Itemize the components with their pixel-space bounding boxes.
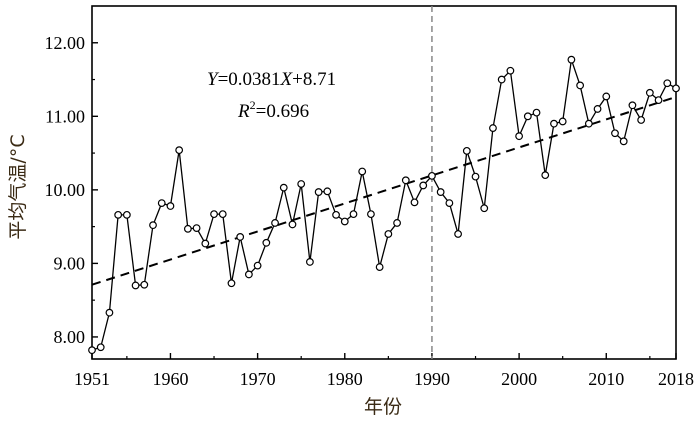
data-point: [541, 171, 550, 180]
data-point: [576, 81, 585, 90]
data-point: [462, 146, 471, 155]
data-point: [323, 187, 332, 196]
data-point: [218, 210, 227, 219]
plot-area: 1951 1960 1970 1980 1990 2000 2010 2018 8.00 9.00…: [45, 5, 694, 389]
eq-y-symbol: Y: [207, 69, 220, 90]
r2-superscript: 2: [250, 98, 256, 112]
data-point: [584, 119, 593, 128]
data-point: [149, 221, 157, 230]
eq-slope: =0.0381: [218, 69, 281, 90]
data-point: [436, 188, 445, 196]
data-point: [332, 210, 340, 219]
data-point: [271, 219, 279, 227]
data-point: [349, 210, 358, 219]
data-point: [88, 346, 96, 355]
x-tick-label: 1970: [240, 369, 276, 389]
data-point: [314, 188, 323, 196]
x-tick-label: 2010: [588, 369, 624, 389]
svg-text:R2=0.696: R2=0.696: [237, 98, 309, 122]
data-point: [454, 230, 462, 238]
y-tick-label: 11.00: [45, 106, 85, 126]
data-point: [602, 92, 611, 101]
data-point: [96, 343, 105, 352]
y-axis-title: 平均气温/°C: [7, 134, 29, 239]
data-point: [244, 270, 253, 279]
data-point: [628, 101, 637, 110]
y-tick-label: 8.00: [54, 327, 86, 347]
data-point: [306, 258, 314, 266]
data-point: [515, 132, 524, 141]
data-point: [489, 124, 497, 132]
data-point: [262, 238, 271, 247]
data-point: [550, 119, 558, 128]
series-line: [91, 59, 677, 351]
data-point: [183, 224, 192, 233]
data-point: [288, 220, 297, 229]
data-point: [253, 261, 262, 270]
y-tick-label: 10.00: [45, 180, 86, 200]
data-point: [480, 204, 489, 213]
x-axis-title: 年份: [364, 396, 402, 418]
data-point: [166, 202, 175, 210]
eq-x-symbol: X: [280, 69, 294, 90]
x-tick-label: 1951: [74, 369, 110, 389]
eq-intercept: +8.71: [292, 69, 336, 90]
data-point: [114, 210, 123, 219]
data-point: [340, 217, 349, 226]
data-point: [279, 183, 288, 192]
data-point: [410, 198, 419, 207]
data-point: [619, 137, 628, 146]
data-point: [471, 172, 480, 181]
r2-value: =0.696: [256, 101, 309, 122]
data-point: [192, 224, 201, 232]
data-point: [611, 129, 619, 138]
data-point: [593, 105, 602, 113]
data-point: [236, 233, 245, 241]
data-point: [672, 84, 680, 93]
x-tick-label: 1960: [152, 369, 188, 389]
trend-line: [91, 96, 677, 286]
data-point: [175, 146, 184, 155]
data-point: [201, 239, 210, 248]
data-point: [637, 116, 646, 124]
data-point: [227, 279, 236, 288]
data-point: [645, 88, 654, 97]
x-tick-label: 2000: [501, 369, 537, 389]
data-point: [358, 167, 367, 176]
data-point: [393, 219, 401, 227]
equation-annotation: Y=0.0381X+8.71 R2=0.696: [207, 69, 336, 122]
y-tick-label: 9.00: [54, 253, 86, 273]
plot-frame: [91, 5, 677, 360]
data-point: [105, 308, 114, 317]
data-point: [558, 117, 567, 126]
data-point: [122, 210, 131, 219]
data-point: [384, 230, 393, 238]
data-point: [140, 280, 149, 289]
data-point: [367, 210, 375, 219]
svg-text:Y=0.0381X+8.71: Y=0.0381X+8.71: [207, 69, 336, 90]
x-tick-label: 2018: [658, 369, 694, 389]
data-point: [419, 181, 428, 190]
data-point: [445, 199, 454, 207]
data-point: [375, 263, 384, 271]
data-point: [297, 180, 306, 188]
data-point: [567, 55, 576, 64]
data-point: [523, 112, 532, 121]
data-point: [654, 96, 663, 105]
r2-r-symbol: R: [237, 101, 250, 122]
data-point: [131, 281, 140, 290]
y-tick-label: 12.00: [45, 33, 86, 53]
data-point: [210, 210, 218, 219]
data-marks: [88, 6, 680, 359]
data-point: [157, 199, 166, 207]
data-point: [506, 66, 515, 75]
data-point: [663, 79, 672, 88]
data-point: [428, 171, 436, 180]
data-point: [532, 108, 541, 117]
x-tick-label: 1990: [414, 369, 450, 389]
data-point: [497, 75, 506, 84]
x-tick-label: 1980: [327, 369, 363, 389]
data-point: [401, 176, 410, 185]
